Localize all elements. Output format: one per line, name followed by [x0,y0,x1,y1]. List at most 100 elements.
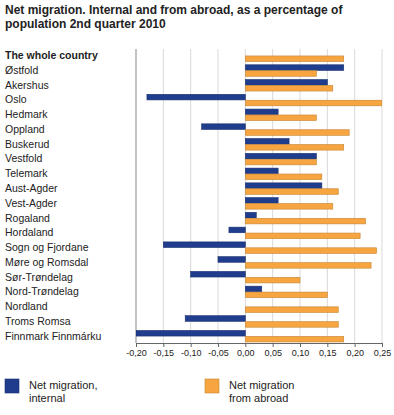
tick: -0,20 [126,343,147,358]
bar [245,159,316,165]
category-label: Troms Romsa [5,315,71,327]
bar [245,115,316,121]
tick-label: 0,25 [374,348,392,358]
category-label: Finnmark Finnmárku [5,330,101,342]
category-tick: Nordland [5,300,48,312]
x-axis-line [137,344,383,348]
legend-swatch [5,379,19,393]
bar [163,242,245,248]
category-tick: Nord-Trøndelag [5,285,79,297]
bar [245,233,360,239]
bar [245,198,278,204]
bar [245,130,349,136]
category-tick: Vest-Agder [5,197,57,209]
bars [136,56,382,342]
grid-line [272,49,273,343]
bar [245,292,327,298]
grid-line [163,49,164,343]
grid-line [354,49,355,343]
tick-mark [300,343,301,347]
grid-line [382,49,383,343]
tick-label: -0,10 [181,348,202,358]
category-tick: Oslo [5,93,27,105]
category-label: Vest-Agder [5,197,57,209]
tick: -0,10 [181,343,202,358]
bar [245,50,246,56]
category-tick: Østfold [5,64,38,76]
category-label: The whole country [5,49,98,61]
bar [245,100,382,106]
tick-mark [191,343,192,347]
category-label: Østfold [5,64,38,76]
category-tick: Sør-Trøndelag [5,271,73,283]
chart: Net migration. Internal and from abroad,… [0,0,394,415]
tick-mark [245,343,246,347]
tick: 0,15 [319,343,337,358]
category-tick: Buskerud [5,138,50,150]
tick-mark [355,343,356,347]
bar [245,174,322,180]
bar [245,80,327,86]
tick: -0,15 [154,343,175,358]
legend: Net migration,internal Net migrationfrom … [5,379,294,404]
tick-label: 0,15 [319,348,337,358]
category-tick: Akershus [5,79,49,91]
grid-line [245,49,246,343]
tick: 0,10 [292,343,310,358]
bar [245,336,343,342]
bar [245,218,365,224]
bar [245,56,343,62]
bar [245,322,338,328]
tick-mark [382,343,383,347]
category-label: Oppland [5,123,45,135]
tick-label: -0,05 [208,348,229,358]
bar [245,168,278,174]
bar [245,189,338,195]
legend-label: Net migrationfrom abroad [229,379,294,404]
bar [218,257,245,263]
grid-line [300,49,301,343]
bar [245,286,261,292]
tick-mark [273,343,274,347]
x-axis: -0,20 -0,15 -0,10 -0,05 0,00 0,05 0,10 0,15 0,20… [126,343,391,358]
bar [245,65,343,71]
category-label: Aust-Agder [5,182,58,194]
category-tick: Hordaland [5,226,54,238]
category-label: Oslo [5,93,27,105]
category-label: Nord-Trøndelag [5,285,79,297]
category-tick: Sogn og Fjordane [5,241,89,253]
category-label: Buskerud [5,138,50,150]
category-label: Sør-Trøndelag [5,271,73,283]
bar [245,263,371,269]
tick-label: -0,15 [154,348,175,358]
legend-swatch [205,379,219,393]
category-label: Sogn og Fjordane [5,241,89,253]
tick-label: -0,20 [126,348,147,358]
y-axis-line [136,49,137,343]
legend-label: Net migration,internal [29,379,97,404]
bar [245,183,322,189]
bar [245,109,278,115]
category-label: Rogaland [5,211,50,223]
tick-mark [218,343,219,347]
tick: 0,00 [237,343,255,358]
bar [136,330,245,336]
category-label: Nordland [5,300,48,312]
category-tick: Telemark [5,167,48,179]
y-axis: The whole countryØstfoldAkershusOsloHedm… [5,49,101,341]
category-tick: The whole country [5,49,98,61]
category-tick: Rogaland [5,211,50,223]
category-label: Hordaland [5,226,54,238]
bar [245,277,300,283]
bar [245,153,316,159]
category-label: Akershus [5,79,49,91]
plot: -0,20 -0,15 -0,10 -0,05 0,00 0,05 0,10 0,15 0,20… [5,49,391,358]
tick: 0,05 [264,343,282,358]
category-tick: Møre og Romsdal [5,256,88,268]
grid-line [136,49,137,343]
category-tick: Aust-Agder [5,182,58,194]
tick-label: 0,20 [346,348,364,358]
bar [245,307,338,313]
tick: 0,25 [374,343,392,358]
category-label: Telemark [5,167,48,179]
